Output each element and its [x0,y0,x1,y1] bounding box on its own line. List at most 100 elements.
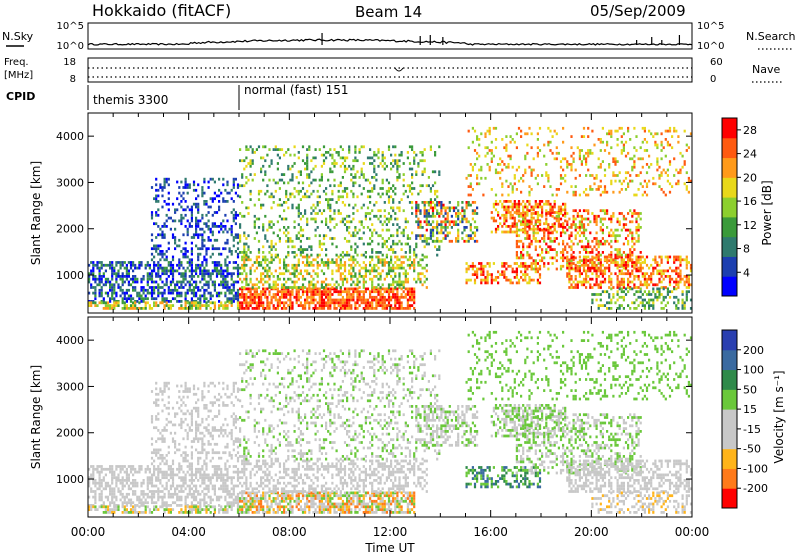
power-cell [362,298,365,302]
power-cell [201,238,204,242]
power-cell [247,287,250,291]
power-cell [396,298,399,302]
power-cell [306,295,309,299]
power-cell [188,186,191,189]
power-cell [176,269,179,273]
power-cell [394,261,397,264]
power-cell [515,234,518,238]
power-cell [310,283,313,287]
power-cell [520,264,523,268]
power-cell [572,280,575,284]
power-cell [387,266,391,270]
power-cell [568,269,571,273]
power-cell [442,231,445,235]
power-cell [190,211,193,214]
power-cell [94,291,97,295]
power-cell [209,230,212,234]
power-cell [289,153,292,157]
power-cell [94,297,97,301]
power-cell [471,231,474,235]
power-cell [643,304,646,307]
power-cell [333,298,336,302]
power-cell [429,228,432,232]
power-cell [683,275,686,278]
power-cell [358,280,361,284]
power-cell [578,275,581,278]
power-cell [515,209,518,213]
power-cell [677,275,680,278]
power-cell [322,263,326,267]
power-cell [627,280,630,284]
power-cell [346,295,349,299]
power-cell [241,173,244,176]
power-cell [276,275,279,278]
power-cell [293,162,296,165]
power-cell [371,283,374,287]
power-cell [400,307,403,310]
power-cell [463,217,466,221]
power-cell [658,293,661,296]
power-cell [398,153,401,157]
power-cell [436,201,439,204]
power-cell [222,197,225,201]
power-cell [507,225,510,228]
power-cell [654,293,657,296]
power-cell [278,277,281,281]
power-cell [266,298,269,302]
power-cell [549,227,552,231]
power-cell [629,256,632,260]
power-cell [199,280,202,284]
power-cell [260,304,263,307]
power-cell [165,272,168,276]
power-cell [308,245,311,249]
power-cell [174,241,177,245]
power-cell [488,273,491,276]
power-cell [396,293,399,296]
power-cell [220,225,223,228]
power-cell [132,275,135,278]
power-cell [155,211,158,214]
power-cell [333,164,336,168]
power-cell [639,146,642,150]
power-cell [582,126,586,130]
power-cell [140,307,143,310]
power-cell [408,258,412,262]
power-cell [354,290,357,294]
power-cell [681,307,684,310]
power-cell [299,251,302,254]
power-cell [264,159,267,163]
power-cell [369,290,372,294]
power-cell [553,205,556,209]
power-cell [354,251,357,254]
power-cell [260,189,263,193]
power-cell [654,140,657,144]
power-cell [434,206,437,210]
power-cell [387,217,391,221]
power-cell [197,275,200,278]
power-cell [392,251,395,254]
power-cell [582,266,586,270]
power-cell [629,280,632,284]
power-cell [251,151,254,154]
power-cell [184,208,187,212]
power-cell [350,248,353,251]
power-cell [471,273,474,276]
power-cell [631,212,634,215]
power-cell [346,307,349,310]
power-cell [291,164,294,168]
power-cell [545,217,548,221]
power-cell [358,304,361,307]
power-cell [287,164,290,168]
power-cell [360,220,363,224]
power-cell [176,244,179,248]
power-cell [597,253,600,257]
power-cell [385,298,388,302]
power-cell [178,258,181,262]
power-cell [350,255,353,259]
power-cell [562,140,565,144]
power-cell [387,263,391,267]
power-cell [503,262,506,265]
power-cell [612,160,615,163]
power-cell [341,307,344,310]
power-cell [553,211,556,214]
